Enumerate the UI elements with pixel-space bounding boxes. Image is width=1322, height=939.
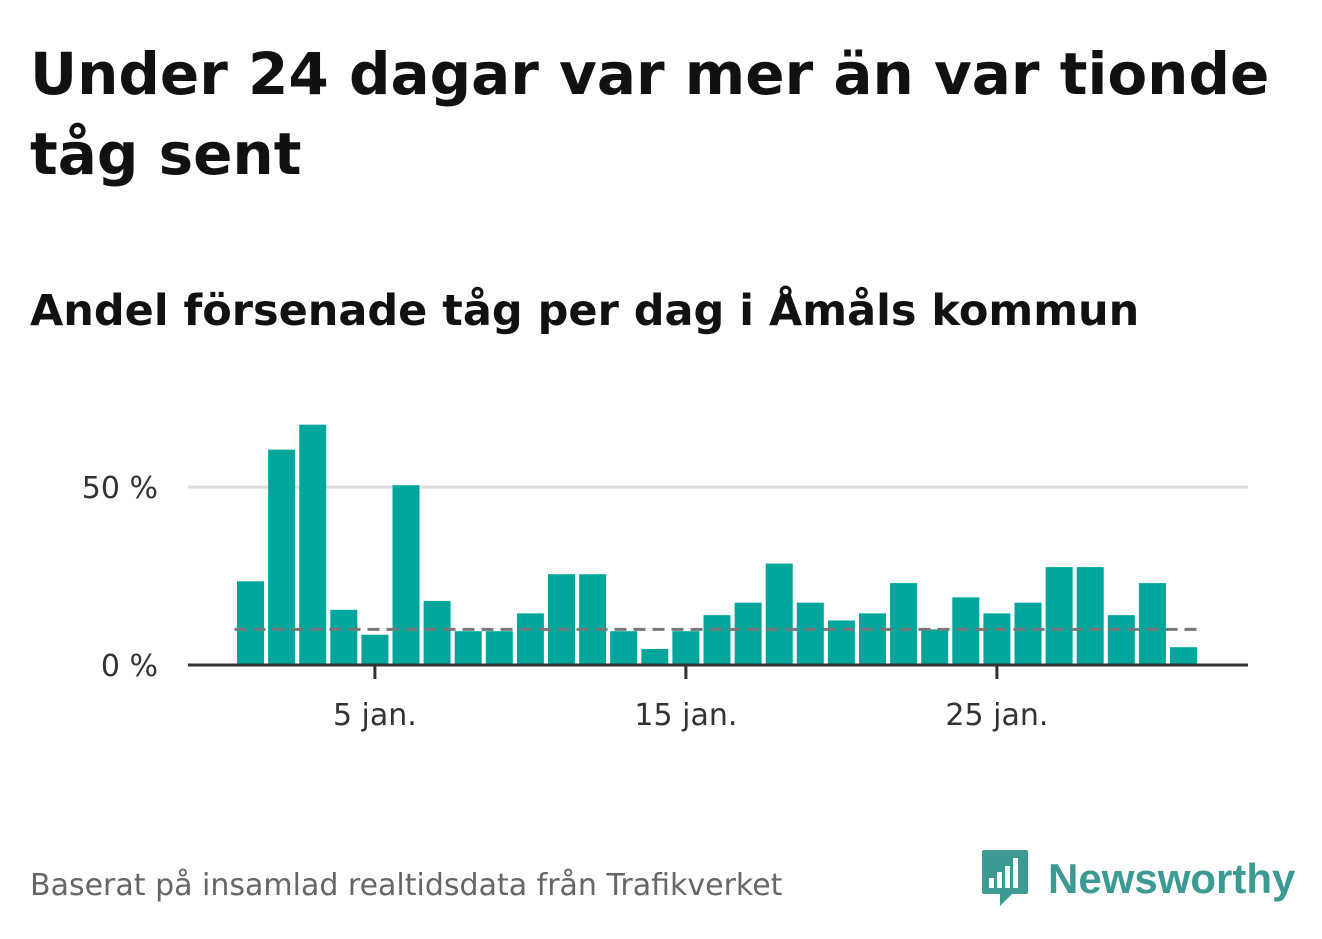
bar	[299, 424, 327, 665]
bar	[330, 609, 358, 665]
bar	[1170, 647, 1197, 665]
bar	[579, 574, 607, 665]
newsworthy-logo-icon	[982, 850, 1028, 906]
bar	[641, 648, 669, 665]
bar	[859, 613, 886, 665]
x-tick-label: 15 jan.	[634, 698, 737, 733]
bar	[921, 629, 949, 665]
bar	[672, 631, 700, 665]
bar	[548, 574, 575, 665]
bar	[1138, 583, 1166, 665]
bar-chart: 0 % 50 % 5 jan. 15 jan. 25 jan.	[82, 424, 1248, 733]
bar	[268, 449, 296, 665]
chart-title: Under 24 dagar var mer än var tionde tåg…	[30, 40, 1270, 188]
bar	[890, 583, 918, 665]
bar	[237, 581, 264, 665]
y-tick-label: 50 %	[82, 471, 158, 506]
x-tick-label: 5 jan.	[333, 698, 417, 733]
bar	[827, 620, 855, 665]
bar	[1076, 567, 1104, 665]
bar	[1107, 615, 1135, 665]
bar	[485, 631, 513, 665]
y-axis-ticks: 0 % 50 %	[82, 471, 158, 684]
bar	[423, 600, 451, 665]
bar	[516, 613, 544, 665]
bar	[454, 631, 482, 665]
bar	[952, 597, 980, 665]
bar	[392, 485, 420, 665]
bar	[734, 602, 762, 665]
bar	[1014, 602, 1042, 665]
bar	[1045, 567, 1073, 665]
source-note: Baserat på insamlad realtidsdata från Tr…	[30, 868, 783, 903]
bar	[610, 631, 638, 665]
bar	[765, 563, 793, 665]
bar	[796, 602, 824, 665]
y-tick-label: 0 %	[101, 649, 158, 684]
bar	[361, 634, 389, 665]
brand: Newsworthy	[980, 848, 1295, 910]
bar	[703, 615, 731, 665]
bar	[983, 613, 1011, 665]
chart-subtitle: Andel försenade tåg per dag i Åmåls komm…	[30, 286, 1140, 336]
brand-name: Newsworthy	[1048, 855, 1296, 902]
x-axis: 5 jan. 15 jan. 25 jan.	[188, 663, 1248, 733]
x-tick-label: 25 jan.	[945, 698, 1048, 733]
